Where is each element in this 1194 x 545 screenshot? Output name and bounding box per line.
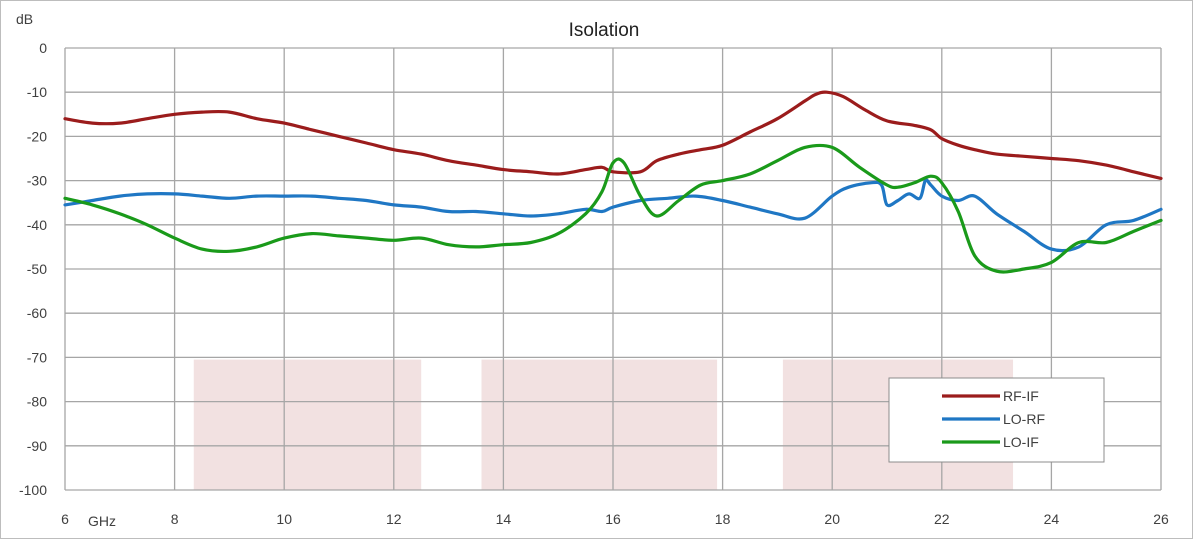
y-tick-label--50: -50: [27, 261, 47, 277]
x-tick-label-16: 16: [605, 511, 621, 527]
y-tick-label--30: -30: [27, 173, 47, 189]
chart-title: Isolation: [569, 20, 640, 41]
series-line-rf-if: [63, 90, 1163, 180]
y-tick-label--100: -100: [19, 482, 47, 498]
legend-label-lo-rf: LO-RF: [1003, 411, 1045, 427]
x-tick-label-22: 22: [934, 511, 950, 527]
series-lines: [63, 90, 1163, 274]
legend: RF-IF LO-RF LO-IF: [888, 377, 1105, 463]
legend-label-lo-if: LO-IF: [1003, 434, 1039, 450]
series-line-lo-rf: [63, 178, 1163, 253]
x-tick-label-24: 24: [1044, 511, 1060, 527]
x-tick-label-6: 6: [61, 511, 69, 527]
y-tick-label--40: -40: [27, 217, 47, 233]
x-tick-label-10: 10: [276, 511, 292, 527]
y-tick-label--10: -10: [27, 84, 47, 100]
x-tick-label-8: 8: [171, 511, 179, 527]
y-tick-label--60: -60: [27, 305, 47, 321]
x-axis-unit-label: GHz: [88, 513, 116, 529]
gridlines: [64, 47, 1162, 491]
y-tick-label--90: -90: [27, 438, 47, 454]
y-tick-label--20: -20: [27, 128, 47, 144]
legend-label-rf-if: RF-IF: [1003, 388, 1039, 404]
x-tick-label-14: 14: [496, 511, 512, 527]
x-tick-label-18: 18: [715, 511, 731, 527]
x-tick-label-12: 12: [386, 511, 402, 527]
y-axis-unit-label: dB: [16, 11, 33, 27]
shaded-band-2: [481, 359, 718, 490]
shaded-band-1: [193, 359, 422, 490]
y-tick-label--80: -80: [27, 394, 47, 410]
series-line-lo-if: [63, 143, 1163, 274]
x-tick-label-20: 20: [824, 511, 840, 527]
y-tick-label--70: -70: [27, 349, 47, 365]
axis-labels: 6 8 10 12 14 16 18 20 22 24 26 0 -10 -20 -30 -40 -50 -60 -…: [19, 40, 1169, 527]
y-tick-label-0: 0: [39, 40, 47, 56]
x-tick-label-26: 26: [1153, 511, 1169, 527]
